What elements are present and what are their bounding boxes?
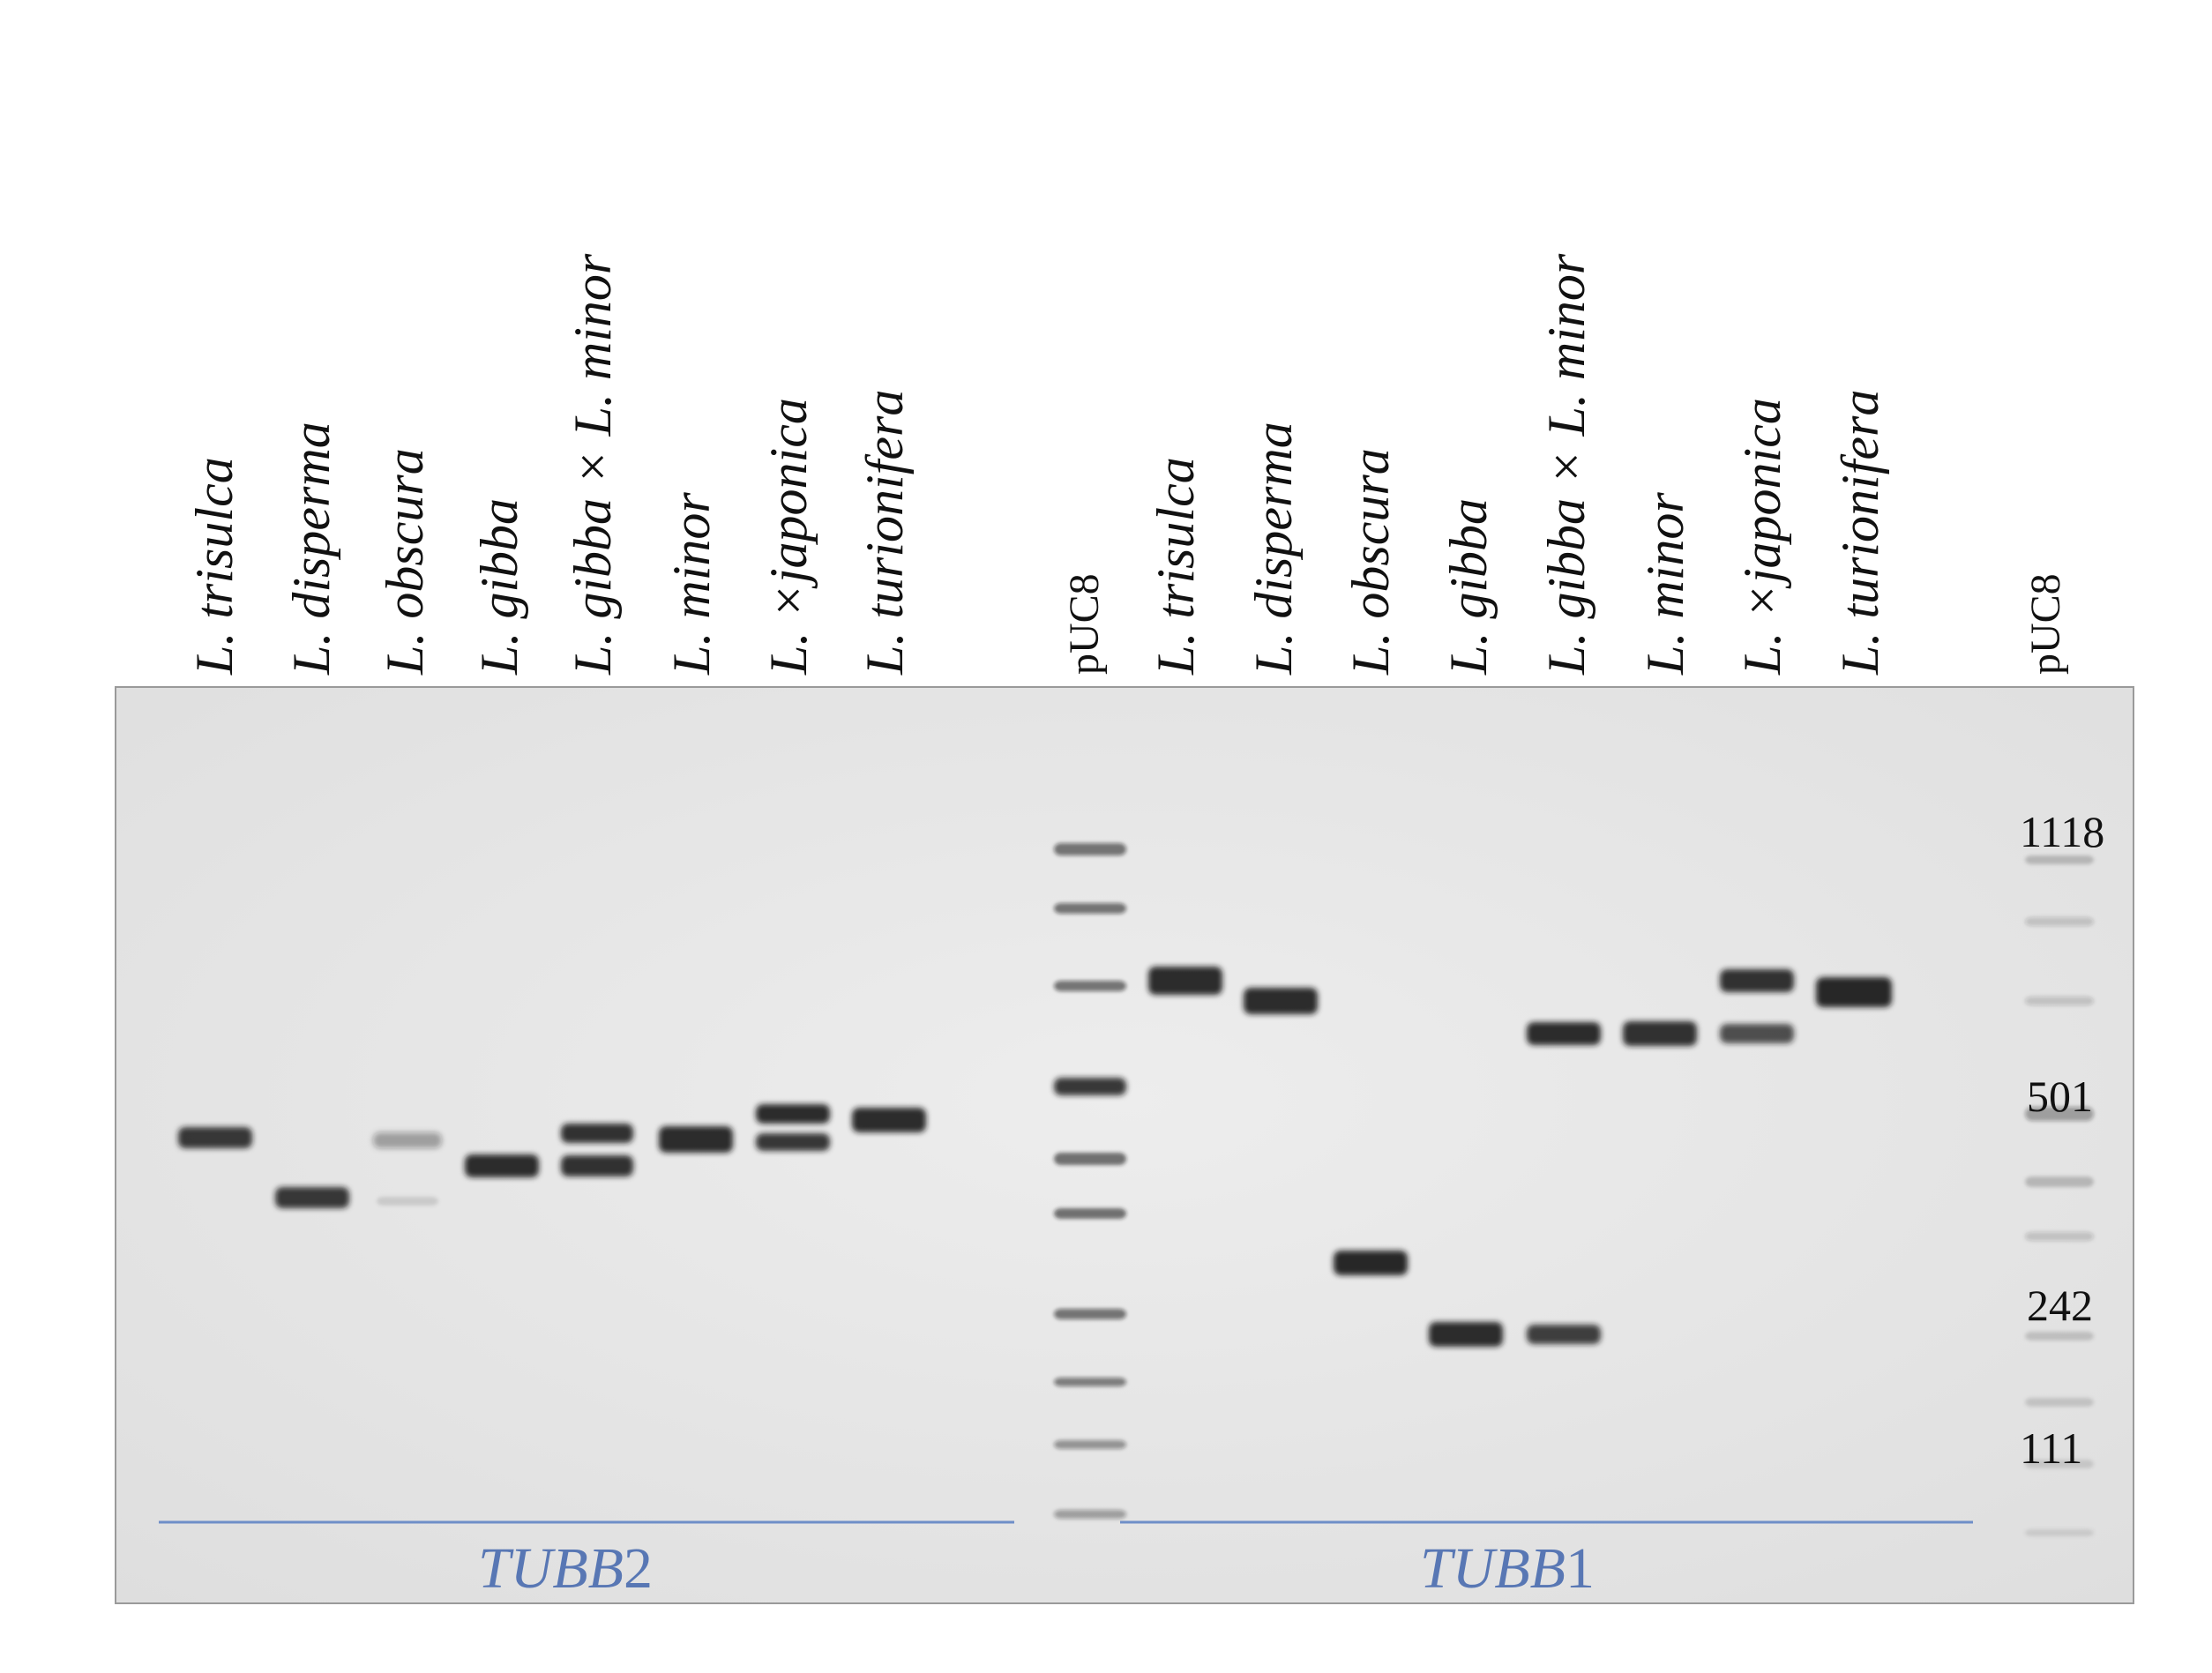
- gel-band: [1054, 981, 1126, 991]
- gel-band: [1244, 988, 1318, 1014]
- gel-band: [1720, 969, 1794, 992]
- gel-band: [852, 1108, 926, 1132]
- lane-label: L. disperma: [282, 422, 340, 675]
- lane-label: L. trisulca: [1147, 457, 1205, 675]
- gel-band: [2025, 1529, 2094, 1536]
- gel-band: [1054, 1378, 1126, 1386]
- gel-band: [1334, 1251, 1408, 1275]
- gene-label-tubb2: TUBB2: [478, 1540, 653, 1598]
- lane-label: L. obscura: [376, 448, 434, 675]
- gene-name: TUBB: [478, 1536, 624, 1601]
- gel-band: [1720, 1024, 1794, 1043]
- gel-band: [1816, 977, 1892, 1007]
- gel-band: [2025, 855, 2094, 864]
- gel-band: [275, 1187, 349, 1208]
- gel-band: [1054, 843, 1126, 855]
- lane-label: L. trisulca: [185, 457, 243, 675]
- lane-label: L. ×japonica: [759, 398, 818, 675]
- lane-label: L. gibba: [1439, 497, 1498, 675]
- gene-name: TUBB: [1420, 1536, 1566, 1601]
- gel-band: [1623, 1021, 1697, 1046]
- gel-band: [465, 1154, 539, 1177]
- gel-band: [377, 1197, 438, 1206]
- gel-band: [373, 1132, 442, 1148]
- lane-label: L. turionifera: [856, 389, 914, 675]
- gel-band: [1054, 1208, 1126, 1219]
- gel-band: [2025, 1107, 2094, 1121]
- gel-band: [2025, 1176, 2094, 1187]
- gel-band: [756, 1104, 830, 1124]
- gel-band: [1054, 1153, 1126, 1165]
- gel-band: [1054, 1510, 1126, 1519]
- lane-label: L. minor: [1636, 492, 1694, 675]
- gel-band: [1054, 1078, 1126, 1095]
- size-label-501: 501: [2027, 1072, 2093, 1121]
- gel-band: [2025, 1460, 2094, 1468]
- lane-label: L. disperma: [1244, 422, 1303, 675]
- gel-band: [2025, 917, 2094, 926]
- size-label-242: 242: [2027, 1281, 2093, 1330]
- gel-bands: [116, 688, 2133, 1602]
- lane-label: L. obscura: [1341, 448, 1400, 675]
- gene-label-tubb1: TUBB1: [1420, 1540, 1595, 1598]
- gel-band: [1054, 903, 1126, 914]
- gel-band: [2025, 1232, 2094, 1241]
- size-label-1118: 1118: [2020, 807, 2105, 856]
- gel-image: [115, 686, 2134, 1604]
- gel-band: [1429, 1322, 1503, 1347]
- marker-lane-label: pUC8: [2022, 573, 2069, 675]
- lane-label: L. turionifera: [1831, 389, 1889, 675]
- gel-band: [561, 1124, 633, 1143]
- lane-label: L. ×japonica: [1733, 398, 1791, 675]
- gel-band: [178, 1127, 252, 1148]
- gel-band: [1054, 1440, 1126, 1449]
- lane-label: L. gibba × L. minor: [1537, 253, 1595, 675]
- size-label-111: 111: [2020, 1423, 2083, 1473]
- gene-suffix: 2: [624, 1536, 653, 1601]
- lane-label: L. minor: [662, 492, 721, 675]
- gene-suffix: 1: [1566, 1536, 1595, 1601]
- lane-label: L. gibba: [470, 497, 528, 675]
- gel-band: [2025, 1398, 2094, 1407]
- lane-label: L. gibba × L. minor: [564, 253, 622, 675]
- marker-lane-label: pUC8: [1061, 573, 1108, 675]
- gel-band: [2025, 1332, 2094, 1341]
- gel-band: [561, 1155, 633, 1176]
- gel-band: [659, 1126, 733, 1153]
- gel-band: [1527, 1022, 1601, 1045]
- gel-background: [116, 688, 2133, 1602]
- gel-band: [2025, 997, 2094, 1005]
- gel-band: [1148, 967, 1222, 995]
- gel-band: [1527, 1325, 1601, 1344]
- gel-band: [1054, 1309, 1126, 1319]
- gel-band: [756, 1133, 830, 1151]
